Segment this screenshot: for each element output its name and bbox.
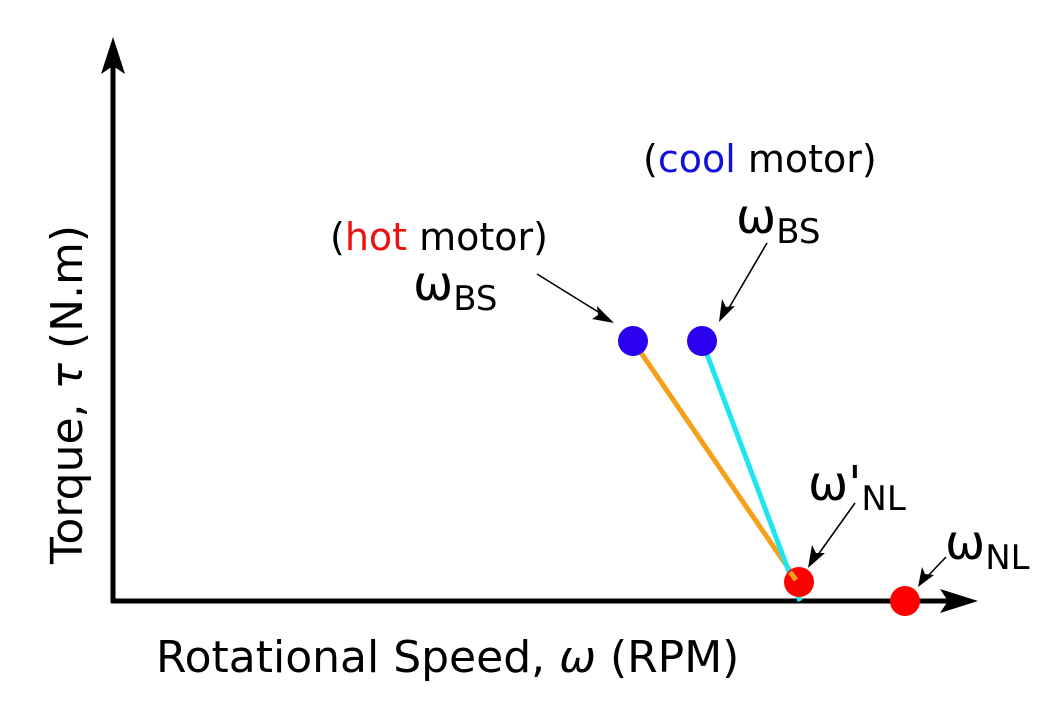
x-axis-arrow-icon bbox=[940, 589, 978, 613]
hot-bs-arrowhead-icon bbox=[592, 306, 614, 323]
x-axis-title: Rotational Speed, ω (RPM) bbox=[156, 632, 739, 683]
hot-motor-label: (hot motor) bbox=[330, 215, 548, 259]
nl-point bbox=[890, 586, 920, 616]
hot-bs-point bbox=[618, 326, 648, 356]
nl-prime-arrowhead-icon bbox=[808, 545, 825, 568]
hot-word: hot bbox=[345, 215, 407, 259]
nl-prime-label: ω'NL bbox=[808, 456, 906, 519]
nl-label: ωNL bbox=[945, 515, 1030, 578]
hot-bs-arrow bbox=[536, 273, 609, 319]
cool-bs-arrowhead-icon bbox=[719, 299, 735, 322]
annotation-arrows bbox=[536, 242, 947, 587]
hot-motor-line bbox=[630, 339, 798, 580]
cool-bs-symbol: ωBS bbox=[736, 189, 821, 252]
cool-bs-point bbox=[687, 326, 717, 356]
cool-word: cool bbox=[658, 137, 736, 181]
axes bbox=[101, 37, 978, 613]
cool-motor-line bbox=[699, 340, 803, 602]
nl-prime-point bbox=[784, 567, 814, 597]
cool-bs-arrow bbox=[725, 242, 768, 314]
cool-motor-label: (cool motor) bbox=[643, 137, 877, 181]
y-axis-title: Torque, τ (N.m) bbox=[42, 225, 93, 565]
nl-arrowhead-icon bbox=[918, 567, 934, 587]
hot-bs-symbol: ωBS bbox=[413, 256, 498, 319]
y-axis-arrow-icon bbox=[101, 37, 125, 74]
nl-prime-arrow bbox=[814, 502, 856, 560]
hot-line-cap bbox=[788, 570, 798, 582]
